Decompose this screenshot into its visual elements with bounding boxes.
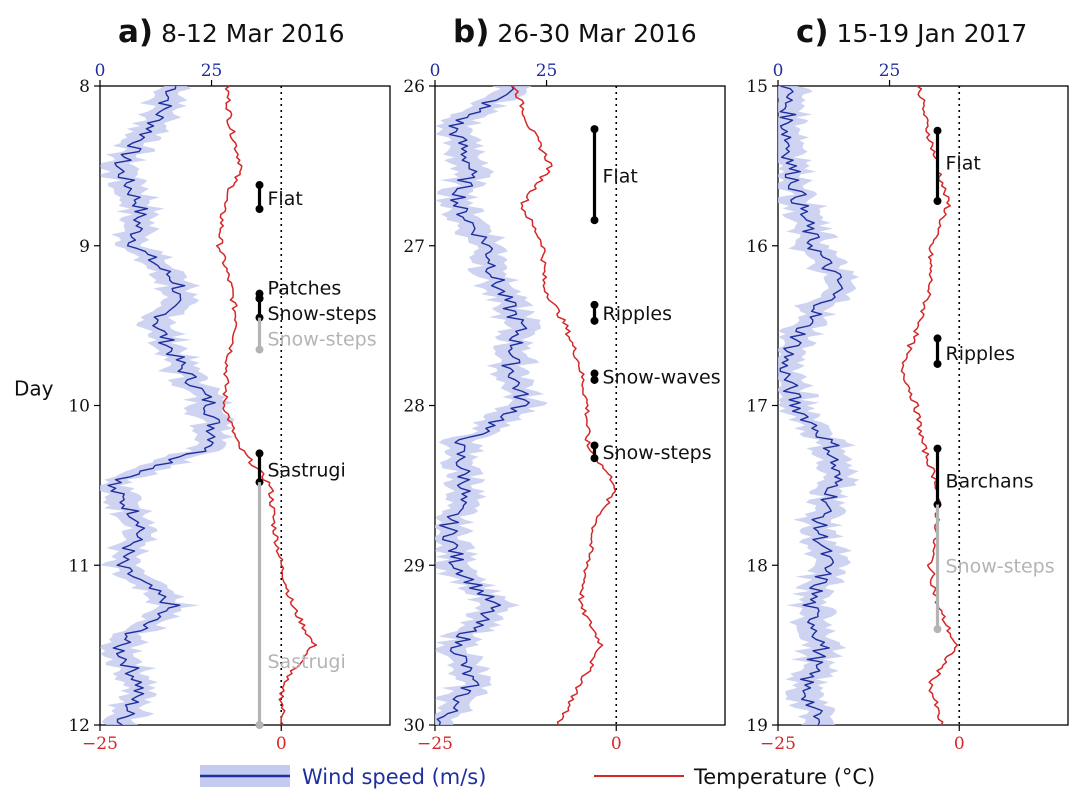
annotation-start-dot [255,294,264,303]
annotation-label: Barchans [946,471,1034,493]
temperature-line [900,85,959,726]
bottom-tick-label: −25 [417,734,453,754]
bottom-tick-label: 0 [954,734,965,754]
annotation-label: Snow-steps [268,303,377,325]
panel-2: b) 26-30 Mar 2016 26 27 28 29 30 0 25 −25 0 Flat Rip… [403,14,726,754]
y-tick-label: 11 [68,556,90,576]
panel-title: b) 26-30 Mar 2016 [453,14,697,50]
annotation-end-dot [590,316,599,325]
annotation-end-dot [933,359,942,368]
annotation-label: Snow-steps [268,328,377,350]
annotation-start-dot [590,300,599,309]
annotation-label: Ripples [946,343,1015,365]
y-tick-label: 28 [403,397,425,417]
y-tick-label: 8 [79,77,90,97]
annotation-start-dot [933,334,942,343]
bottom-tick-label: −25 [760,734,796,754]
y-tick-label: 15 [746,77,768,97]
annotation-label: Flat [946,153,981,175]
y-axis-label: Day [14,377,54,401]
wind-speed-line [779,85,844,726]
y-tick-label: 17 [746,397,768,417]
y-tick-label: 9 [79,237,90,257]
top-tick-label: 0 [773,61,784,81]
panel-letter: a) [118,14,153,50]
temperature-line [511,85,617,726]
annotation-start-dot [255,449,264,458]
top-tick-label: 0 [430,61,441,81]
bottom-tick-label: 0 [276,734,287,754]
y-tick-label: 12 [68,716,90,736]
panel-1: a) 8-12 Mar 2016 8 9 10 11 12 Day 0 25 −25 0 Flat Pat… [14,14,391,754]
bottom-tick-label: −25 [82,734,118,754]
temperature-line [215,85,318,726]
panel-title-text: 26-30 Mar 2016 [497,19,696,48]
annotation-start-dot [255,181,264,190]
wind-speed-band [435,86,548,725]
annotation-start-dot [590,125,599,134]
panel-title: a) 8-12 Mar 2016 [118,14,345,50]
annotation-end-dot [255,205,264,214]
annotation-start-dot [590,441,599,450]
wind-speed-line [107,85,221,726]
wind-speed-band [778,86,860,725]
panel-title-text: 8-12 Mar 2016 [161,19,344,48]
annotation-end-dot [255,345,264,354]
annotation-label: Snow-waves [603,367,721,389]
panel-letter: b) [453,14,489,50]
annotation-end-dot [590,375,599,384]
annotation-label: Sastrugi [268,651,346,673]
annotation-label: Patches [268,277,342,299]
annotation-end-dot [255,721,264,729]
annotation-label: Snow-steps [946,555,1055,577]
panel-3: c) 15-19 Jan 2017 15 16 17 18 19 0 25 −25 0 Flat Rip… [746,14,1069,754]
y-tick-label: 18 [746,556,768,576]
annotation-end-dot [590,216,599,225]
legend-temp-label: Temperature (°C) [693,765,875,789]
panel-title-text: 15-19 Jan 2017 [837,19,1028,48]
annotation-label: Snow-steps [603,442,712,464]
annotation-start-dot [933,126,942,135]
top-tick-label: 25 [536,61,558,81]
top-tick-label: 25 [201,61,223,81]
annotation-end-dot [933,625,942,634]
panel-letter: c) [796,14,829,50]
y-tick-label: 30 [403,716,425,736]
annotation-label: Flat [268,188,303,210]
y-tick-label: 10 [68,397,90,417]
y-tick-label: 16 [746,237,768,257]
y-tick-label: 19 [746,716,768,736]
annotation-end-dot [590,454,599,463]
y-tick-label: 26 [403,77,425,97]
annotation-label: Sastrugi [268,459,346,481]
panel-title: c) 15-19 Jan 2017 [796,14,1027,50]
annotation-end-dot [933,197,942,206]
y-tick-label: 29 [403,556,425,576]
legend: Wind speed (m/s) Temperature (°C) [200,765,875,789]
annotation-label: Ripples [603,303,672,325]
top-tick-label: 0 [95,61,106,81]
bottom-tick-label: 0 [611,734,622,754]
wind-speed-line [436,85,530,726]
y-tick-label: 27 [403,237,425,257]
top-tick-label: 25 [879,61,901,81]
annotation-start-dot [590,369,599,378]
legend-wind-label: Wind speed (m/s) [302,765,486,789]
wind-speed-band [100,86,235,725]
annotation-start-dot [933,444,942,453]
annotation-label: Flat [603,165,638,187]
